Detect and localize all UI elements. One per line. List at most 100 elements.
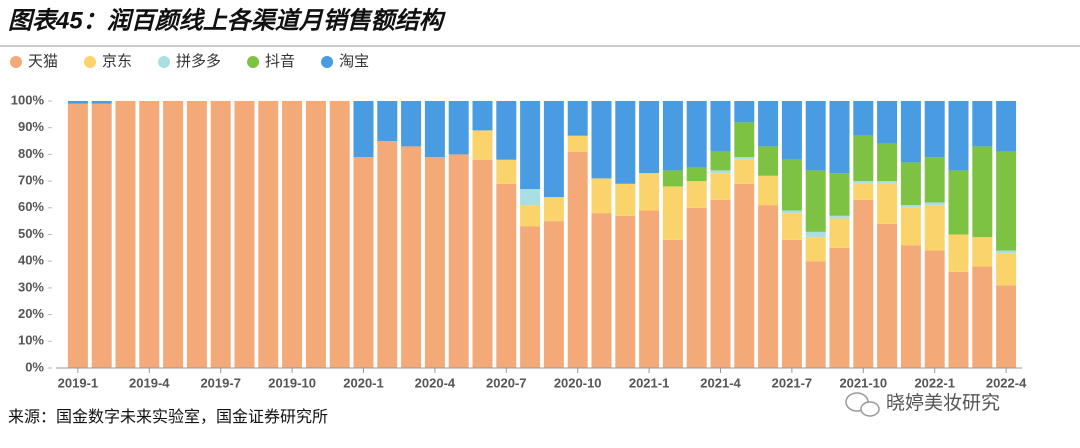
bar-segment [662, 186, 683, 240]
x-tick-label: 2020-1 [343, 375, 383, 390]
bar-segment [758, 175, 779, 206]
bar-segment [710, 101, 731, 152]
bar-segment [353, 157, 374, 368]
x-tick-label: 2020-7 [486, 375, 526, 390]
y-tick-label: 0% [25, 359, 44, 374]
bar-segment [734, 101, 755, 123]
bar-segment [853, 101, 874, 136]
bar-segment [948, 101, 969, 171]
bar-segment [996, 285, 1017, 368]
bar-segment [948, 234, 969, 272]
bar-segment [734, 183, 755, 368]
bar-segment [424, 101, 445, 158]
bar-segment [520, 205, 541, 227]
bar-segment [829, 215, 850, 219]
y-tick-label: 90% [18, 119, 44, 134]
bar-segment [91, 101, 112, 104]
bar-segment [996, 250, 1017, 254]
x-tick-label: 2021-1 [629, 375, 669, 390]
bar-segment [924, 205, 945, 251]
bar-segment [234, 101, 255, 368]
bar-segment [496, 159, 517, 184]
bar-segment [900, 245, 921, 368]
watermark-logo [845, 392, 880, 417]
bar-segment [734, 122, 755, 158]
bar-segment [163, 101, 184, 368]
bar-segment [401, 101, 422, 147]
bar-segment [520, 226, 541, 368]
bar-segment [972, 237, 993, 267]
chart-title: 图表45：润百颜线上各渠道月销售额结构 [8, 7, 447, 34]
x-tick-label: 2020-4 [415, 375, 456, 390]
bar-segment [662, 170, 683, 187]
bar-segment [591, 213, 612, 368]
bar-segment [591, 101, 612, 179]
bar-segment [805, 261, 826, 368]
bar-segment [615, 215, 636, 368]
bar-segment [377, 141, 398, 368]
bar-segment [567, 151, 588, 368]
bar-segment [996, 151, 1017, 251]
bar-segment [686, 207, 707, 368]
bar-segment [401, 146, 422, 368]
bar-segment [139, 101, 160, 368]
x-tick-label: 2021-10 [839, 375, 887, 390]
bar-segment [972, 101, 993, 147]
bar-segment [662, 239, 683, 368]
bar-segment [543, 197, 564, 222]
bar-segment [639, 101, 660, 174]
bar-segment [662, 101, 683, 171]
bar-segment [472, 159, 493, 368]
bar-segment [115, 101, 136, 368]
y-tick-label: 40% [18, 253, 44, 268]
legend-marker [84, 56, 97, 68]
legend-marker [10, 56, 22, 68]
bar-segment [758, 101, 779, 147]
bar-segment [543, 101, 564, 198]
bar-segment [877, 183, 898, 224]
bar-segment [710, 170, 731, 174]
bar-segment [781, 213, 802, 240]
source: 来源：国金数字未来实验室，国金证券研究所 [8, 408, 328, 426]
y-tick-label: 50% [18, 226, 44, 241]
legend-marker [247, 56, 260, 68]
bar-segment [924, 202, 945, 206]
bar-segment [710, 199, 731, 368]
bar-segment [781, 239, 802, 368]
bar-segment [472, 101, 493, 131]
bar-segment [758, 205, 779, 368]
bar-segment [829, 247, 850, 368]
bar-segment [353, 101, 374, 158]
legend-marker [321, 56, 334, 68]
x-tick-label: 2021-7 [772, 375, 812, 390]
bar-segment [781, 210, 802, 214]
y-tick-label: 80% [18, 146, 44, 161]
bar-segment [591, 178, 612, 214]
bar-segment [710, 173, 731, 200]
x-tick-label: 2022-4 [986, 375, 1027, 390]
bar-segment [186, 101, 207, 368]
bar-segment [877, 181, 898, 184]
bar-segment [258, 101, 279, 368]
legend-label: 抖音 [265, 53, 295, 70]
bar-segment [948, 271, 969, 368]
bar-segment [877, 143, 898, 182]
bar-segment [520, 189, 541, 206]
bar-segment [734, 157, 755, 160]
bar-segment [210, 101, 231, 368]
bar-segment [329, 101, 350, 368]
bar-segment [900, 205, 921, 208]
bar-segment [781, 101, 802, 160]
bar-segment [734, 159, 755, 184]
bar-segment [91, 103, 112, 369]
bar-segment [67, 103, 88, 369]
bar-segment [924, 101, 945, 158]
bar-segment [900, 101, 921, 163]
bar-segment [972, 266, 993, 368]
y-tick-label: 20% [18, 306, 44, 321]
bar-segment [448, 154, 469, 368]
bar-segment [924, 250, 945, 368]
y-tick-label: 10% [18, 333, 44, 348]
legend-label: 拼多多 [176, 53, 221, 70]
